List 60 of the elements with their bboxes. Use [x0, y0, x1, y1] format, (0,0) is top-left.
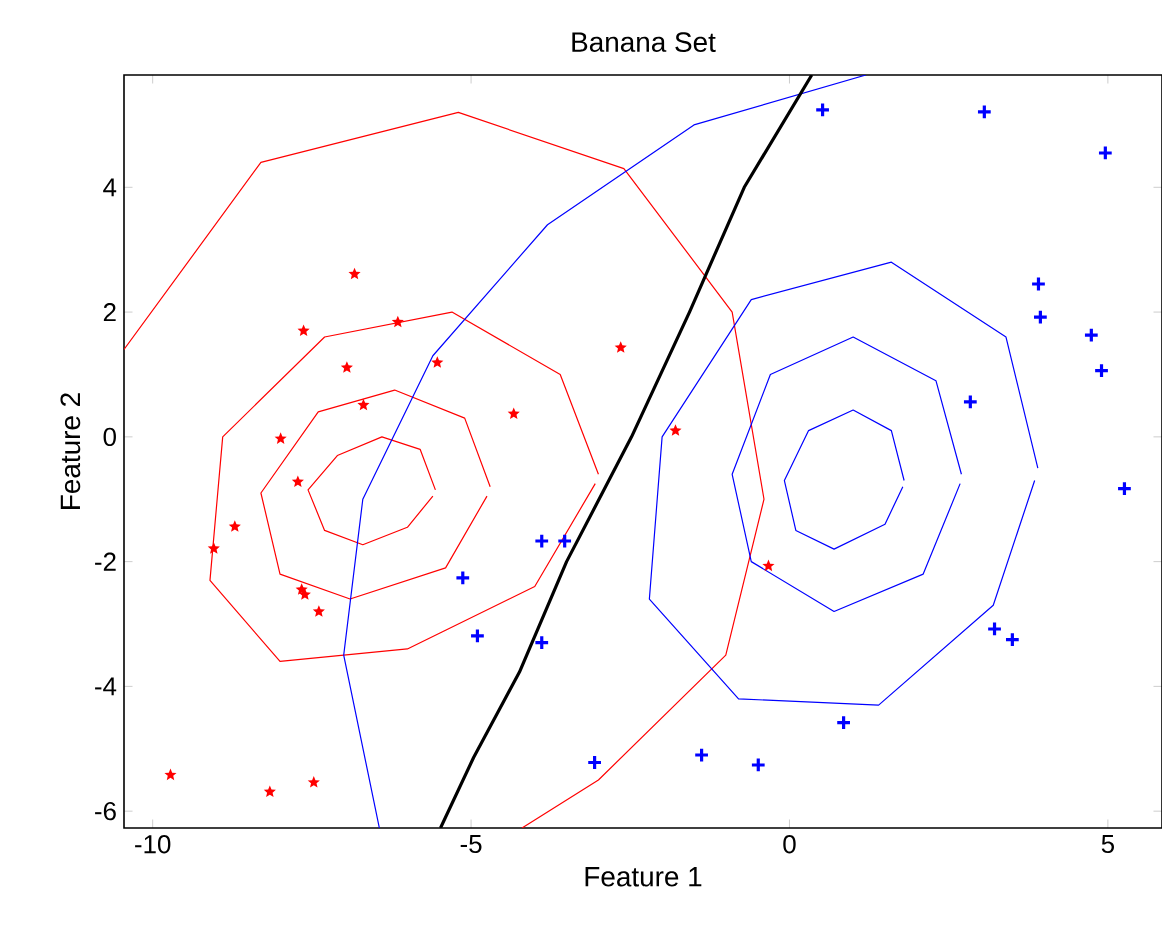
line-series	[343, 75, 867, 828]
point	[431, 356, 444, 368]
line-series	[209, 311, 600, 663]
point	[1116, 480, 1133, 497]
y-tick-label: 2	[103, 303, 116, 322]
point	[228, 520, 241, 532]
point	[1097, 145, 1114, 161]
line-series	[307, 436, 437, 546]
point	[986, 621, 1003, 637]
x-tick-label: 0	[783, 835, 796, 854]
point	[1093, 362, 1110, 379]
point	[340, 361, 353, 373]
y-tick-label: 0	[103, 427, 116, 447]
point	[312, 605, 325, 617]
point	[207, 542, 220, 554]
x-tick-label: -5	[460, 835, 482, 854]
line-series	[124, 111, 765, 828]
point	[469, 627, 486, 644]
y-tick-label: -2	[95, 552, 116, 571]
point	[693, 747, 710, 763]
y-tick-label: 4	[103, 178, 117, 197]
point	[1030, 276, 1047, 292]
point	[263, 785, 276, 797]
chart-title: Banana Set	[572, 32, 716, 53]
point	[976, 103, 993, 120]
point	[1083, 327, 1100, 344]
line-series	[260, 389, 491, 600]
point	[614, 341, 627, 353]
line-series	[783, 409, 905, 550]
point	[391, 315, 404, 328]
point	[454, 569, 471, 586]
point	[291, 475, 304, 487]
point	[556, 533, 573, 550]
point	[750, 757, 767, 773]
point	[762, 559, 775, 572]
x-tick-label: -10	[135, 835, 171, 854]
point	[533, 533, 550, 550]
point	[357, 398, 370, 411]
point	[1004, 631, 1021, 648]
point	[669, 424, 682, 436]
point	[814, 101, 831, 118]
y-axis-title: Feature 2	[60, 393, 81, 509]
point	[274, 432, 287, 444]
line-series	[648, 261, 1039, 706]
point	[348, 267, 361, 280]
x-tick-label: 5	[1101, 835, 1114, 854]
point	[307, 776, 320, 788]
point	[533, 634, 550, 651]
point	[835, 714, 852, 731]
point	[297, 324, 310, 336]
y-tick-label: -4	[95, 677, 117, 696]
point	[586, 754, 603, 771]
point	[164, 768, 177, 781]
x-axis-title: Feature 1	[585, 867, 702, 887]
point	[507, 407, 520, 419]
point	[298, 588, 311, 600]
y-tick-label: -6	[95, 801, 116, 821]
line-series	[731, 336, 963, 613]
point	[962, 393, 979, 410]
point	[1032, 309, 1049, 326]
